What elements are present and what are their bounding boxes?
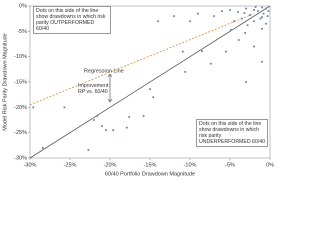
point [181,50,184,53]
annotation: Regression Line [84,68,124,74]
point [254,6,257,9]
parity-line [29,5,271,159]
point [257,10,259,13]
point [267,10,270,13]
point [221,10,223,13]
x-tick-label: -30% [24,162,37,168]
point [189,20,191,23]
point [128,115,131,118]
annotation-box: Dots on this side of the line show drawd… [196,119,268,147]
point [265,7,267,10]
x-tick-label: -5% [225,162,235,168]
point [261,27,263,30]
point [125,126,128,129]
point [173,15,175,18]
point [261,16,263,19]
point [225,50,227,53]
point [261,6,263,9]
point [244,31,247,34]
point [142,114,145,117]
point [197,12,199,15]
point [253,45,255,48]
point [101,125,103,128]
point [87,148,90,151]
point [213,15,215,18]
point [266,15,269,18]
y-tick-label: -5% [17,29,27,35]
point [245,7,247,10]
point [32,106,35,109]
x-tick-label: 0% [266,162,274,168]
point [201,50,203,53]
x-tick-label: -25% [64,162,77,168]
point [152,96,155,99]
point [149,88,151,91]
y-tick-label: -20% [14,105,27,111]
point [105,129,107,132]
point [229,28,232,31]
point [93,119,95,121]
point [259,17,262,20]
point [262,12,265,15]
point [209,62,212,65]
point [229,9,231,12]
point [41,146,44,149]
point [253,20,255,23]
y-tick-label: 0% [19,3,27,9]
regression-line [29,13,255,106]
annotation-box: Dots on this side of the line show drawd… [33,6,111,34]
x-tick-label: -20% [104,162,117,168]
x-axis-label: 60/40 Portfolio Drawdown Magnitude [105,171,195,177]
point [112,129,115,132]
point [233,20,235,23]
point [63,106,66,109]
x-tick-label: -15% [144,162,157,168]
point [237,38,240,41]
point [243,12,246,15]
x-tick-label: -10% [184,162,197,168]
annotation: Improvement: RP vs. 60/40 [78,83,110,95]
point [246,24,249,27]
point [249,14,251,17]
y-tick-label: -15% [14,79,27,85]
annotation: Dots on this side of the line show drawd… [33,6,111,34]
point [184,70,187,73]
chart: Model Risk Parity Drawdown Magnitude 60/… [2,3,274,177]
y-axis-label: Model Risk Parity Drawdown Magnitude [2,33,8,131]
point [237,11,239,14]
point [261,60,263,63]
point [265,22,267,25]
point [241,17,243,20]
point [253,9,255,12]
y-tick-label: -25% [14,130,27,136]
annotation: Dots on this side of the line show drawd… [196,119,268,147]
point [96,114,99,117]
annotation-box: Improvement: RP vs. 60/40 [78,83,110,95]
y-tick-label: -30% [14,155,27,161]
point [245,81,247,83]
arrow-head [107,73,113,103]
y-tick-label: -10% [14,54,27,60]
point [157,20,159,23]
